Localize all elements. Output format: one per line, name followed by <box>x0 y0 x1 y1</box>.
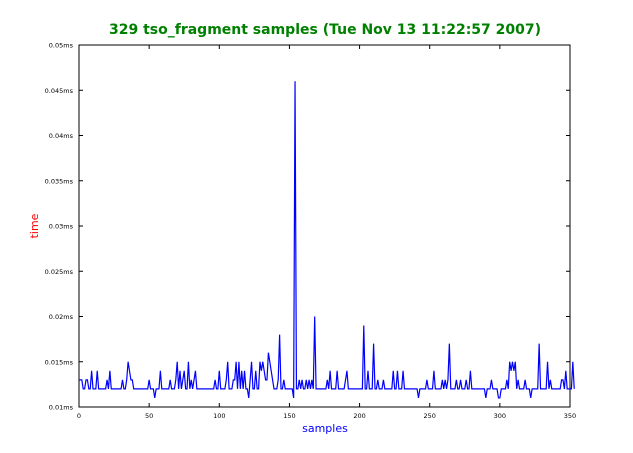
chart-title: 329 tso_fragment samples (Tue Nov 13 11:… <box>109 22 541 38</box>
x-axis-ticks: 0 50 100 150 200 250 300 350 <box>77 45 576 420</box>
x-axis-label: samples <box>302 422 348 435</box>
x-tick-label: 200 <box>353 412 365 420</box>
y-tick-label: 0.035ms <box>45 177 74 185</box>
plot-frame <box>78 44 571 408</box>
y-axis-ticks: 0.01ms 0.015ms 0.02ms 0.025ms 0.03ms 0.035ms 0… <box>45 42 570 412</box>
y-axis-label: time <box>28 213 41 238</box>
y-tick-label: 0.01ms <box>49 404 74 412</box>
x-tick-label: 250 <box>424 412 436 420</box>
x-tick-label: 50 <box>145 412 153 420</box>
x-tick-label: 100 <box>213 412 225 420</box>
y-tick-label: 0.025ms <box>45 268 74 276</box>
y-tick-label: 0.05ms <box>49 42 74 50</box>
x-tick-label: 300 <box>494 412 506 420</box>
y-tick-label: 0.015ms <box>45 358 74 366</box>
x-tick-label: 0 <box>77 412 81 420</box>
x-tick-label: 350 <box>564 412 576 420</box>
x-tick-label: 150 <box>283 412 295 420</box>
y-tick-label: 0.04ms <box>49 132 74 140</box>
y-tick-label: 0.02ms <box>49 313 74 321</box>
series-line <box>79 81 575 399</box>
y-tick-label: 0.03ms <box>49 223 74 231</box>
y-tick-label: 0.045ms <box>45 87 74 95</box>
